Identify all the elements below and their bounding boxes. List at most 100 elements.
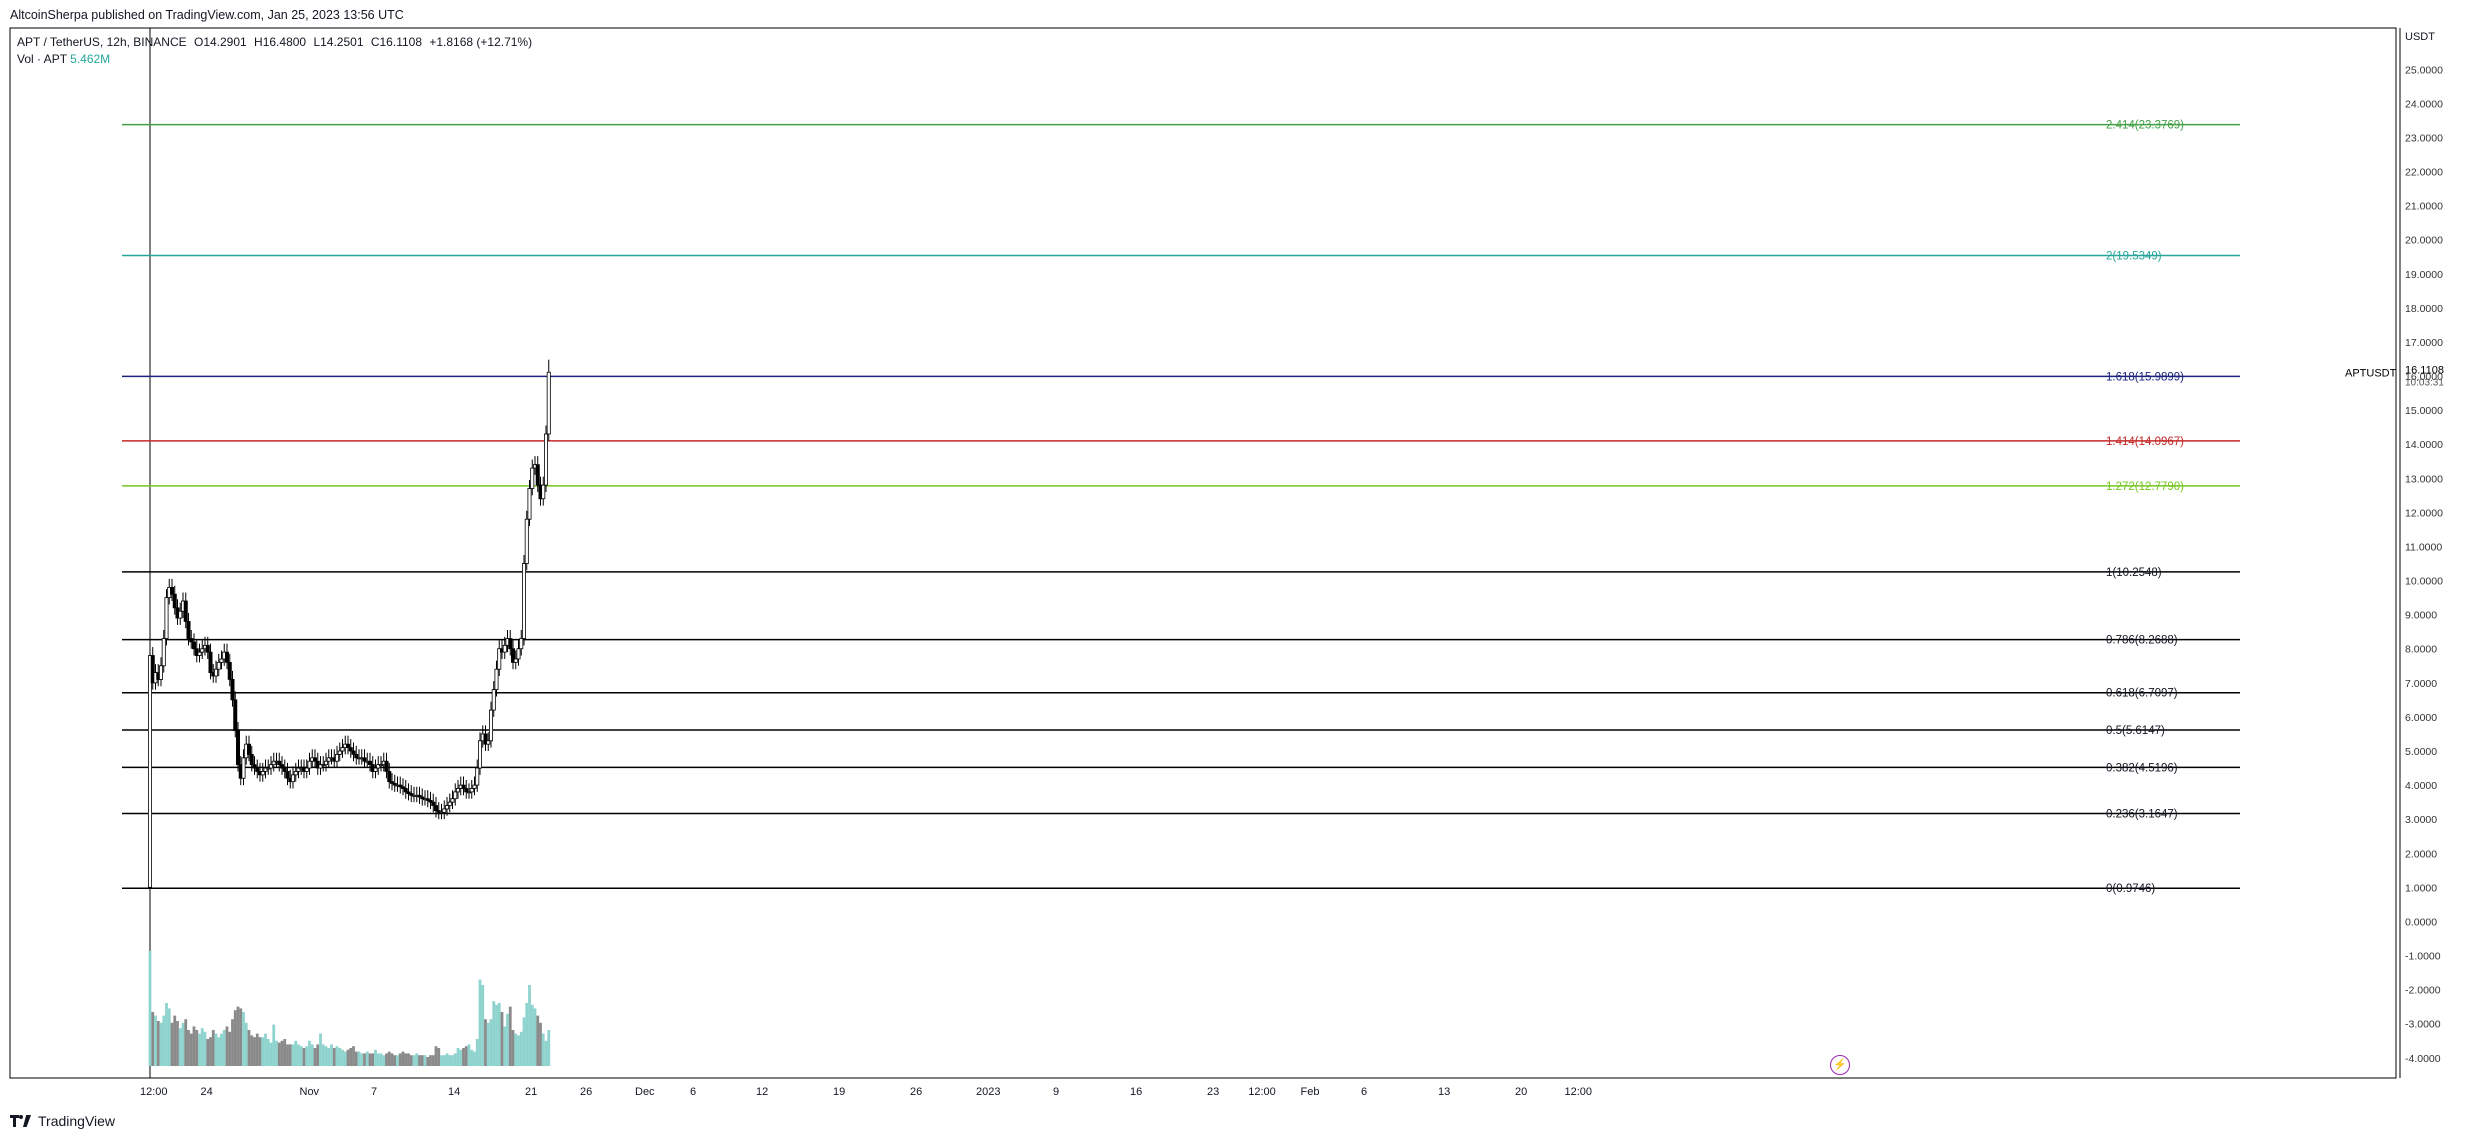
- candle-body[interactable]: [290, 774, 295, 783]
- candle-body[interactable]: [189, 638, 194, 643]
- candle-body[interactable]: [376, 764, 381, 769]
- candle-body[interactable]: [398, 784, 403, 788]
- candle-body[interactable]: [417, 794, 422, 798]
- candle-body[interactable]: [169, 586, 174, 595]
- candle-body[interactable]: [510, 648, 515, 663]
- candle-body[interactable]: [348, 747, 353, 752]
- candle-body[interactable]: [420, 796, 425, 800]
- candle-body[interactable]: [219, 658, 224, 663]
- candle-body[interactable]: [296, 767, 301, 772]
- candle-body[interactable]: [354, 754, 359, 759]
- candle-body[interactable]: [527, 488, 532, 520]
- candle-body[interactable]: [466, 791, 471, 794]
- candle-body[interactable]: [508, 638, 513, 650]
- candle-body[interactable]: [277, 760, 282, 766]
- candle-body[interactable]: [216, 661, 221, 670]
- candle-body[interactable]: [524, 518, 529, 564]
- candle-body[interactable]: [439, 811, 444, 814]
- candle-body[interactable]: [461, 784, 466, 789]
- tradingview-logo[interactable]: TradingView: [10, 1113, 115, 1129]
- candle-body[interactable]: [271, 760, 276, 766]
- candle-body[interactable]: [227, 661, 232, 680]
- candle-body[interactable]: [384, 760, 389, 772]
- candle-body[interactable]: [172, 593, 177, 609]
- lightning-icon[interactable]: ⚡: [1830, 1055, 1850, 1075]
- symbol-label[interactable]: APT / TetherUS, 12h, BINANCE: [17, 35, 187, 49]
- candle-body[interactable]: [373, 767, 378, 772]
- volume-label[interactable]: Vol · APT: [17, 52, 67, 66]
- candle-body[interactable]: [450, 798, 455, 803]
- candle-body[interactable]: [433, 805, 438, 812]
- candle-body[interactable]: [213, 668, 218, 677]
- candle-body[interactable]: [200, 648, 205, 653]
- candle-body[interactable]: [519, 638, 524, 650]
- candle-body[interactable]: [263, 767, 268, 772]
- candle-body[interactable]: [260, 771, 265, 776]
- candle-body[interactable]: [378, 764, 383, 767]
- candle-body[interactable]: [387, 771, 392, 783]
- candle-body[interactable]: [318, 764, 323, 769]
- candle-body[interactable]: [293, 771, 298, 776]
- candle-body[interactable]: [183, 600, 188, 622]
- candle-body[interactable]: [186, 621, 191, 639]
- candle-body[interactable]: [522, 563, 527, 639]
- candle-body[interactable]: [208, 651, 213, 673]
- candle-body[interactable]: [246, 743, 251, 755]
- candle-body[interactable]: [403, 788, 408, 793]
- candle-body[interactable]: [249, 754, 254, 766]
- candle-body[interactable]: [304, 767, 309, 772]
- candle-body[interactable]: [464, 788, 469, 793]
- candle-body[interactable]: [477, 740, 482, 769]
- candle-body[interactable]: [483, 733, 488, 745]
- candle-body[interactable]: [268, 764, 273, 769]
- candle-body[interactable]: [400, 786, 405, 789]
- candle-body[interactable]: [442, 808, 447, 813]
- candle-body[interactable]: [367, 760, 372, 766]
- candle-body[interactable]: [321, 764, 326, 767]
- candle-body[interactable]: [161, 638, 166, 667]
- candle-body[interactable]: [544, 433, 549, 486]
- candle-body[interactable]: [345, 743, 350, 748]
- candle-body[interactable]: [312, 757, 317, 762]
- candle-body[interactable]: [340, 747, 345, 752]
- candle-body[interactable]: [431, 801, 436, 806]
- candle-body[interactable]: [266, 767, 271, 770]
- candle-body[interactable]: [279, 764, 284, 769]
- candle-body[interactable]: [541, 484, 546, 500]
- candle-body[interactable]: [546, 371, 551, 435]
- candle-body[interactable]: [516, 648, 521, 660]
- candle-body[interactable]: [150, 655, 155, 684]
- candle-body[interactable]: [502, 644, 507, 653]
- candle-body[interactable]: [475, 767, 480, 786]
- candle-body[interactable]: [235, 730, 240, 766]
- candle-body[interactable]: [326, 757, 331, 762]
- candle-body[interactable]: [392, 782, 397, 786]
- candle-body[interactable]: [469, 788, 474, 793]
- candle-body[interactable]: [472, 784, 477, 789]
- candle-body[interactable]: [351, 750, 356, 755]
- candle-body[interactable]: [455, 788, 460, 793]
- candle-body[interactable]: [255, 767, 260, 772]
- candle-body[interactable]: [406, 791, 411, 795]
- candle-body[interactable]: [535, 464, 540, 486]
- candle-body[interactable]: [285, 771, 290, 779]
- candle-body[interactable]: [444, 805, 449, 810]
- candle-body[interactable]: [436, 810, 441, 813]
- candle-body[interactable]: [334, 754, 339, 762]
- candle-body[interactable]: [530, 467, 535, 489]
- candle-body[interactable]: [497, 648, 502, 670]
- candle-body[interactable]: [164, 597, 169, 639]
- candle-body[interactable]: [307, 760, 312, 769]
- candle-body[interactable]: [389, 781, 394, 784]
- candle-body[interactable]: [494, 668, 499, 691]
- candle-body[interactable]: [158, 665, 163, 680]
- candle-body[interactable]: [362, 757, 367, 762]
- candle-body[interactable]: [224, 651, 229, 663]
- candle-body[interactable]: [425, 798, 430, 801]
- candle-body[interactable]: [282, 767, 287, 772]
- candle-body[interactable]: [233, 699, 238, 731]
- candle-body[interactable]: [241, 757, 246, 779]
- candle-body[interactable]: [447, 801, 452, 806]
- candle-body[interactable]: [205, 644, 210, 653]
